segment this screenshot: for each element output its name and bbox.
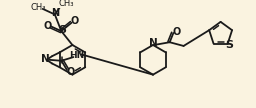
- Text: HN: HN: [70, 51, 85, 60]
- Text: N: N: [149, 38, 157, 48]
- Text: O: O: [66, 67, 74, 77]
- Text: O: O: [70, 16, 78, 26]
- Text: O: O: [173, 27, 181, 37]
- Text: CH₃: CH₃: [30, 3, 46, 12]
- Text: S: S: [58, 25, 66, 35]
- Text: N: N: [41, 54, 50, 64]
- Text: S: S: [225, 40, 233, 50]
- Text: N: N: [51, 8, 59, 18]
- Text: O: O: [43, 21, 51, 31]
- Text: CH₃: CH₃: [58, 0, 74, 8]
